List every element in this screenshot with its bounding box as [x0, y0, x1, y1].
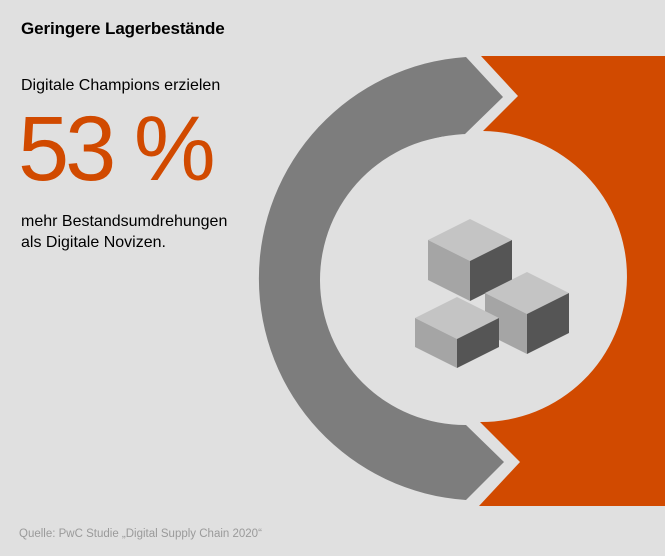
stat-intro: Digitale Champions erzielen	[21, 77, 221, 94]
stat-value: 53 %	[18, 98, 216, 200]
ring-segment-orange	[479, 56, 665, 506]
source-note: Quelle: PwC Studie „Digital Supply Chain…	[19, 528, 262, 540]
page-title: Geringere Lagerbestände	[21, 19, 225, 38]
stat-description: mehr Bestandsumdrehungen als Digitale No…	[21, 211, 261, 253]
ring-segment-gray	[258, 57, 504, 500]
boxes-icon	[415, 219, 569, 368]
stat-description-line-2: als Digitale Novizen.	[21, 234, 166, 251]
stat-description-line-1: mehr Bestandsumdrehungen	[21, 213, 228, 230]
